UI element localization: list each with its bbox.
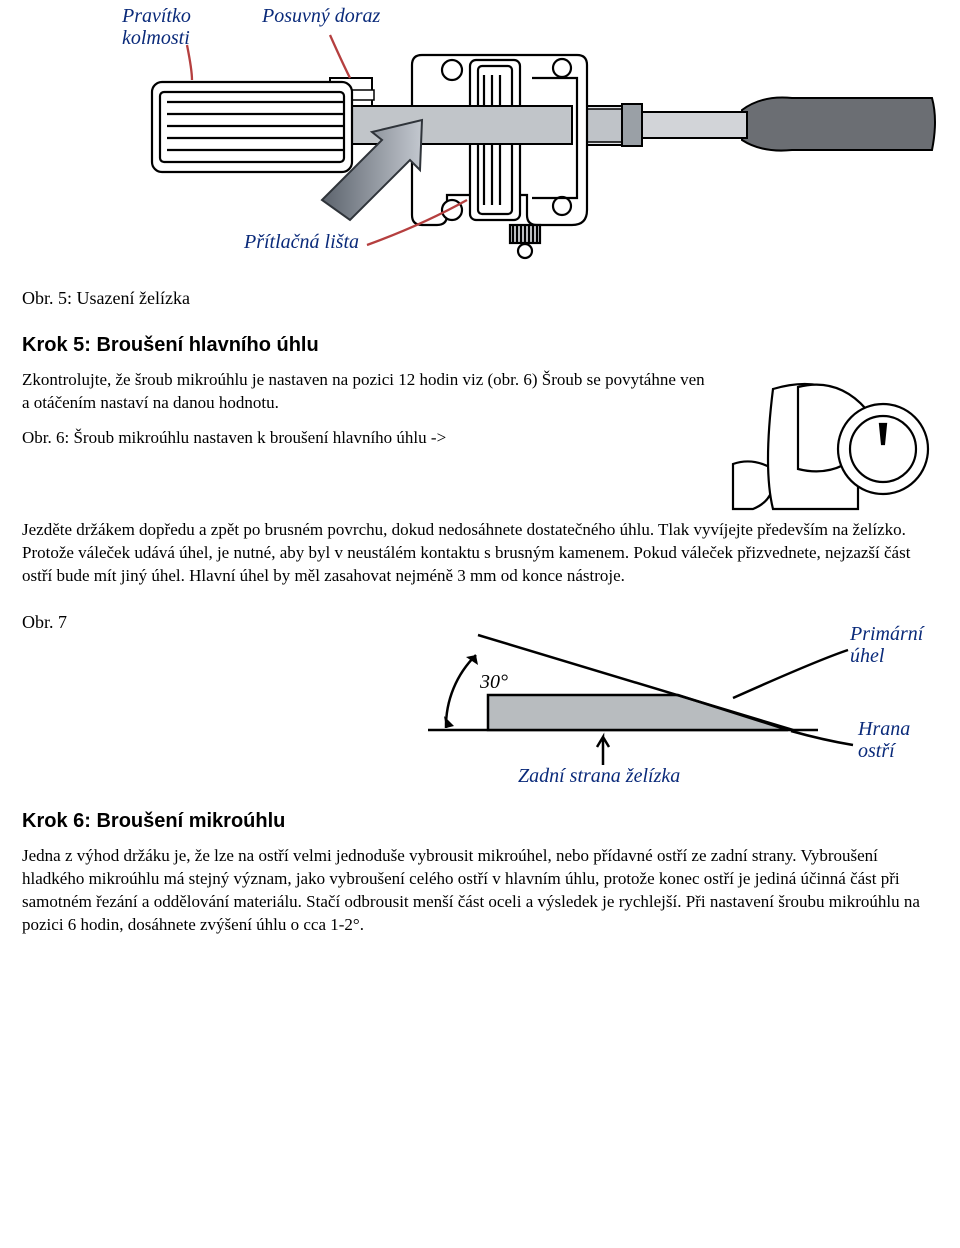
fig7-label-hrana: Hranaostří [857,718,910,762]
fig7-caption: Obr. 7 [22,610,82,634]
step5-para3: Jezděte držákem dopředu a zpět po brusné… [22,519,938,588]
step5-para2: Obr. 6: Šroub mikroúhlu nastaven k brouš… [22,427,708,450]
fig7-angle: 30° [479,671,508,693]
step5-heading: Krok 5: Broušení hlavního úhlu [22,332,938,359]
fig7-label-zadni: Zadní strana želízka [518,765,680,787]
fig7-label-primarni: Primárníúhel [849,623,926,667]
fig5-label-posuvny: Posuvný doraz [261,5,381,27]
fig7-diagram: 30° Primárníúhel Zadní strana želízka Hr… [418,600,938,790]
fig6-diagram [728,369,938,519]
fig5-diagram: Pravítkokolmosti Posuvný doraz Přítlačná… [22,0,938,280]
step6-para: Jedna z výhod držáku je, že lze na ostří… [22,845,938,937]
fig5-caption: Obr. 5: Usazení želízka [22,286,938,310]
fig5-label-pritlacna: Přítlačná lišta [243,231,359,253]
step5-para1: Zkontrolujte, že šroub mikroúhlu je nast… [22,369,708,415]
fig5-label-pravitko: Pravítkokolmosti [121,5,191,49]
step6-heading: Krok 6: Broušení mikroúhlu [22,808,938,835]
